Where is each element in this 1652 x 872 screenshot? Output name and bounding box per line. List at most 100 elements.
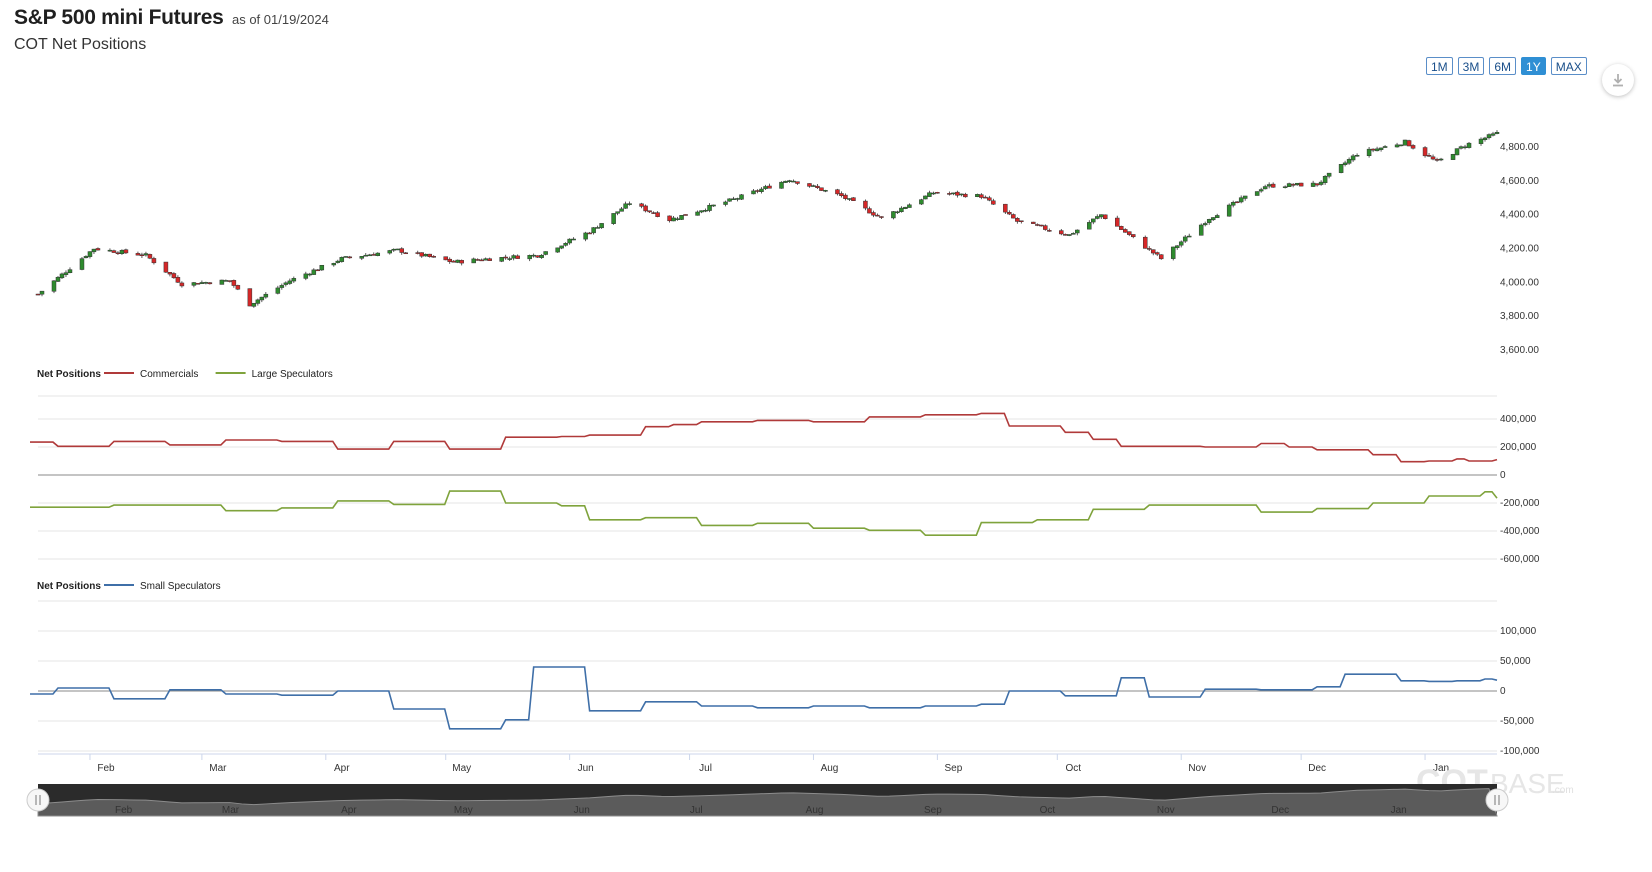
candle — [235, 284, 241, 291]
candle — [599, 223, 604, 229]
candle — [143, 251, 149, 257]
series-line — [30, 412, 1498, 463]
candle — [1350, 154, 1356, 162]
candle — [1354, 153, 1360, 157]
x-tick-label: Jul — [699, 763, 712, 774]
candle — [1123, 228, 1128, 233]
candle — [655, 211, 660, 218]
range-button-1m[interactable]: 1M — [1426, 57, 1453, 75]
range-button-1y[interactable]: 1Y — [1521, 57, 1546, 75]
x-tick-label: Sep — [944, 763, 962, 774]
candle — [35, 293, 41, 296]
small-y-tick: -100,000 — [1500, 746, 1540, 757]
navigator-handle-left[interactable] — [26, 788, 50, 812]
candle — [219, 279, 225, 285]
candle — [723, 200, 728, 207]
legend-item[interactable]: Commercials — [104, 369, 198, 380]
candle — [1059, 228, 1064, 236]
candle — [331, 262, 337, 267]
net-positions-panel: Net Positions Commercials Large Speculator… — [30, 369, 1540, 565]
candle — [391, 248, 397, 252]
candle — [675, 216, 680, 221]
candle — [1047, 228, 1052, 232]
range-selector: 1M 3M 6M 1Y MAX — [1426, 57, 1587, 75]
candle — [1314, 183, 1320, 187]
candle — [427, 253, 432, 258]
candle — [207, 282, 213, 285]
candle — [1310, 180, 1316, 187]
candle — [931, 191, 936, 195]
candle — [451, 260, 456, 263]
candle — [891, 211, 896, 220]
candle — [623, 201, 628, 209]
candle — [955, 190, 960, 198]
candle — [1242, 195, 1248, 201]
candle — [1186, 233, 1192, 238]
candle — [619, 207, 624, 212]
candle — [779, 181, 784, 189]
candle — [563, 242, 568, 247]
navigator-label: Jul — [690, 805, 703, 816]
range-button-3m[interactable]: 3M — [1457, 57, 1485, 75]
candle — [67, 267, 73, 274]
candle — [1039, 224, 1044, 227]
candle — [1286, 182, 1292, 188]
candle — [1298, 182, 1304, 187]
small-y-tick: 0 — [1500, 686, 1506, 697]
candle — [1007, 210, 1012, 216]
candle — [171, 272, 177, 279]
candle — [87, 251, 93, 259]
candle — [839, 191, 844, 198]
candle — [423, 253, 428, 257]
candle — [1115, 215, 1120, 227]
candle — [255, 298, 261, 306]
candle — [583, 231, 588, 242]
candle — [1170, 246, 1176, 261]
candle — [1174, 245, 1180, 250]
candle — [863, 199, 868, 211]
candle — [559, 245, 564, 250]
x-tick-label: Jun — [578, 763, 594, 774]
candle — [223, 279, 229, 282]
candle — [1430, 154, 1436, 161]
net-y-tick: -400,000 — [1500, 526, 1540, 537]
candle — [695, 210, 700, 216]
candle — [1486, 133, 1492, 140]
candle — [555, 247, 560, 253]
candle — [835, 188, 840, 196]
legend-item[interactable]: Large Speculators — [215, 369, 333, 380]
candle — [763, 184, 768, 191]
price-y-tick: 4,400.00 — [1500, 210, 1539, 221]
candle — [1099, 214, 1104, 220]
candle — [1458, 145, 1464, 150]
navigator-handle-right[interactable] — [1485, 788, 1509, 812]
candle — [671, 215, 676, 222]
candle — [1326, 172, 1332, 179]
navigator-label: Jun — [574, 805, 590, 816]
candle — [1178, 240, 1184, 248]
candle — [1266, 182, 1272, 189]
candle — [1490, 131, 1496, 137]
candle — [1394, 142, 1400, 148]
candle — [279, 283, 285, 290]
candle — [107, 248, 113, 252]
candle — [227, 280, 233, 283]
navigator[interactable]: Feb Mar Apr May Jun Jul Aug Sep Oct Nov Dec Jan — [26, 784, 1509, 817]
candle — [1398, 144, 1404, 147]
range-button-max[interactable]: MAX — [1550, 57, 1587, 75]
candle — [1202, 221, 1208, 227]
candle — [1226, 203, 1232, 217]
candle — [1270, 182, 1276, 188]
candle — [959, 193, 964, 197]
range-button-6m[interactable]: 6M — [1489, 57, 1517, 75]
download-button[interactable] — [1602, 64, 1634, 96]
candle — [111, 249, 117, 253]
candle — [303, 271, 309, 281]
candle — [283, 281, 289, 287]
legend-item[interactable]: Small Speculators — [104, 581, 221, 592]
candle — [1150, 249, 1156, 256]
candle — [531, 253, 536, 258]
candle — [1342, 160, 1348, 167]
candle — [1031, 221, 1036, 224]
